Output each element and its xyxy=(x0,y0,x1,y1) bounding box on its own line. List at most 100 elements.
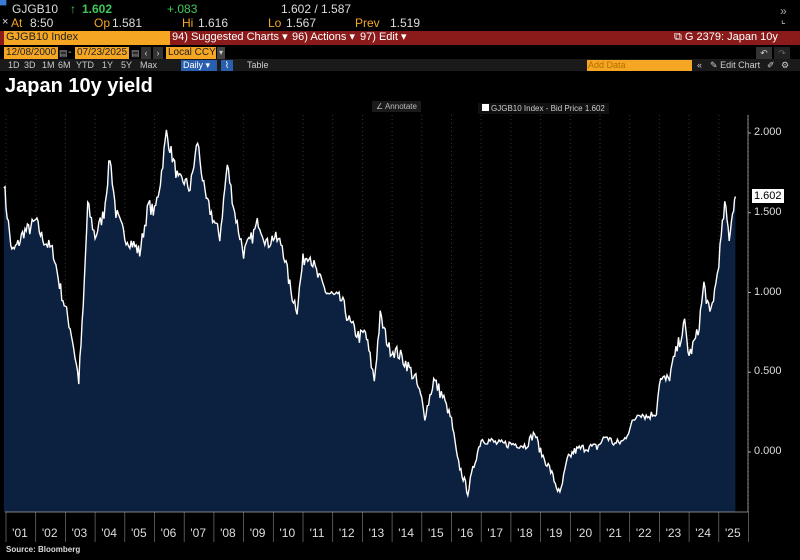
undo-button[interactable]: ↶ xyxy=(756,47,772,59)
pencil-icon: ✎ xyxy=(710,60,718,70)
menu-icon[interactable]: ▀ xyxy=(0,0,7,10)
x-tick-label: '14 xyxy=(398,526,414,540)
x-tick-label: '16 xyxy=(457,526,474,540)
period-button-3d[interactable]: 3D xyxy=(24,60,36,70)
low-value: 1.567 xyxy=(286,16,317,30)
security-input[interactable]: GJGB10 Index xyxy=(4,31,170,45)
stats-row: × At 8:50 Op 1.581 Hi 1.616 Lo 1.567 Pre… xyxy=(0,15,800,30)
chart-title: Japan 10y yield xyxy=(5,75,153,97)
collapse-icon[interactable]: « xyxy=(697,60,703,70)
x-tick-label: '12 xyxy=(338,526,355,540)
x-tick-label: '19 xyxy=(546,526,563,540)
calendar-icon[interactable]: ▤ xyxy=(131,48,140,58)
y-tick-label: 1.500 xyxy=(754,205,782,218)
period-button-ytd[interactable]: YTD xyxy=(76,60,94,70)
annotate-button[interactable]: ∠ Annotate xyxy=(372,101,421,112)
open-value: 1.581 xyxy=(112,16,143,30)
prev-label: Prev xyxy=(355,16,380,30)
edit-chart-button[interactable]: ✎ Edit Chart xyxy=(710,60,760,71)
popout-icon[interactable]: ⌞ xyxy=(781,15,786,26)
x-tick-label: '23 xyxy=(665,526,682,540)
x-tick-label: '09 xyxy=(249,526,266,540)
edit-label: 97) Edit xyxy=(360,31,398,43)
close-icon[interactable]: × xyxy=(2,16,9,28)
command-bar xyxy=(0,31,800,45)
x-tick-label: '24 xyxy=(695,526,711,540)
frequency-select[interactable]: Daily ▾ xyxy=(181,60,217,71)
add-data-input[interactable]: Add Data xyxy=(587,60,692,71)
y-tick-label: 0.000 xyxy=(754,445,782,457)
x-tick-label: '03 xyxy=(71,526,88,540)
x-tick-label: '02 xyxy=(41,526,58,540)
legend: GJGB10 Index - Bid Price 1.602 xyxy=(478,103,609,114)
next-period-button[interactable]: › xyxy=(153,47,163,59)
suggested-charts-label: 94) Suggested Charts xyxy=(172,31,280,43)
redo-button[interactable]: ↷ xyxy=(774,47,790,59)
quote-row: ▀ GJGB10 ↑ 1.602 +.083 1.602 / 1.587 » xyxy=(0,0,800,18)
draw-icon[interactable]: ✐ xyxy=(767,60,775,70)
frequency-label: Daily xyxy=(183,60,204,70)
x-tick-label: '01 xyxy=(12,526,28,540)
calendar-icon[interactable]: ▤ xyxy=(59,48,68,58)
open-label: Op xyxy=(94,16,111,30)
high-label: Hi xyxy=(182,16,194,30)
actions-label: 96) Actions xyxy=(292,31,347,43)
x-tick-label: '04 xyxy=(101,526,117,540)
x-tick-label: '18 xyxy=(517,526,533,540)
period-button-6m[interactable]: 6M xyxy=(58,60,71,70)
external-link-icon: ⧉ xyxy=(674,31,685,43)
y-tick-label: 0.500 xyxy=(754,365,782,378)
x-tick-label: '08 xyxy=(220,526,236,540)
x-tick-label: '22 xyxy=(635,526,652,540)
x-tick-label: '20 xyxy=(576,526,593,540)
legend-label: GJGB10 Index - Bid Price 1.602 xyxy=(491,104,605,113)
period-button-max[interactable]: Max xyxy=(140,60,158,70)
x-tick-label: '15 xyxy=(427,526,444,540)
ticker: GJGB10 xyxy=(12,2,59,16)
x-tick-label: '17 xyxy=(487,526,504,540)
last-value-tag: 1.602 xyxy=(752,189,784,203)
currency-select[interactable]: Local CCY xyxy=(166,47,216,59)
line-chart-icon[interactable]: ⌇ xyxy=(221,60,233,71)
x-tick-label: '21 xyxy=(606,526,622,540)
low-label: Lo xyxy=(268,16,282,30)
source-note: Source: Bloomberg xyxy=(6,545,81,554)
y-tick-label: 1.000 xyxy=(754,285,782,298)
legend-swatch xyxy=(482,104,489,111)
high-value: 1.616 xyxy=(198,16,229,30)
period-button-1d[interactable]: 1D xyxy=(8,60,20,70)
x-tick-label: '25 xyxy=(724,526,741,540)
edit-chart-label: Edit Chart xyxy=(720,60,761,70)
prev-period-button[interactable]: ‹ xyxy=(141,47,151,59)
y-tick-label: 2.000 xyxy=(754,126,782,138)
gear-icon[interactable]: ⚙ xyxy=(781,60,790,70)
area-fill xyxy=(3,129,736,512)
x-tick-label: '13 xyxy=(368,526,385,540)
time-value: 8:50 xyxy=(30,16,54,30)
pencil-icon: ∠ xyxy=(376,102,385,111)
start-date-input[interactable]: 12/08/2000 xyxy=(4,47,58,59)
annotate-label: Annotate xyxy=(384,102,417,111)
chevron-down-icon[interactable]: ▾ xyxy=(217,47,225,59)
period-button-5y[interactable]: 5Y xyxy=(121,60,133,70)
x-tick-label: '10 xyxy=(279,526,296,540)
period-button-1m[interactable]: 1M xyxy=(42,60,55,70)
series-line xyxy=(3,129,737,499)
net-change: +.083 xyxy=(167,2,198,16)
bid-ask: 1.602 / 1.587 xyxy=(281,2,352,16)
end-date-input[interactable]: 07/23/2025 xyxy=(75,47,129,59)
actions-button[interactable]: 96) Actions ▾ xyxy=(292,31,355,43)
chart-id-label: G 2379: Japan 10y xyxy=(684,31,778,43)
period-button-1y[interactable]: 1Y xyxy=(102,60,114,70)
table-button[interactable]: Table xyxy=(247,60,269,70)
x-tick-label: '05 xyxy=(130,526,147,540)
chart-id[interactable]: ⧉ G 2379: Japan 10y xyxy=(674,31,778,44)
suggested-charts-button[interactable]: 94) Suggested Charts ▾ xyxy=(172,31,288,43)
edit-button[interactable]: 97) Edit ▾ xyxy=(360,31,407,43)
date-separator: - xyxy=(68,46,72,58)
expand-icon[interactable]: » xyxy=(780,4,787,18)
x-tick-label: '07 xyxy=(190,526,207,540)
time-label: At xyxy=(11,16,23,30)
price-chart xyxy=(3,115,751,542)
x-tick-label: '06 xyxy=(160,526,177,540)
